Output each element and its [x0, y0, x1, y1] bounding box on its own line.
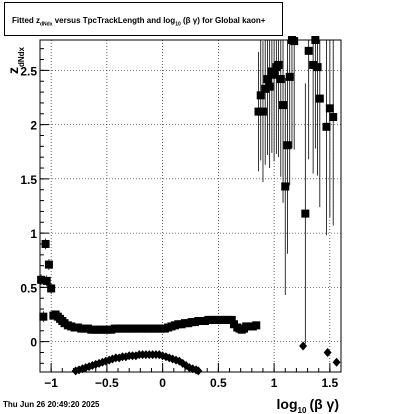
y-axis-label: zdNdx [5, 46, 26, 74]
square-series [37, 36, 338, 344]
x-tick-label: 0.5 [210, 376, 227, 390]
y-tick-label: 2.5 [20, 64, 37, 78]
data-point-square [304, 46, 313, 55]
data-point-square [47, 284, 56, 293]
plot-frame [39, 39, 342, 373]
data-point-diamond [323, 347, 332, 357]
data-point-square [37, 275, 46, 284]
x-axis-label: log10 (β γ) [277, 396, 339, 414]
data-point-square [256, 91, 265, 100]
data-point-square [258, 107, 267, 116]
data-point-square [252, 321, 261, 330]
data-point-square [313, 63, 322, 72]
x-tick-label: 1 [271, 376, 278, 390]
data-point-square [270, 70, 279, 79]
data-point-square [265, 82, 274, 91]
x-tick-label: −0.5 [95, 376, 119, 390]
data-point-square [263, 75, 272, 84]
x-tick-label: 0 [159, 376, 166, 390]
y-tick-label: 0.5 [20, 281, 37, 295]
data-point-square [325, 104, 334, 113]
data-point-square [39, 312, 48, 321]
data-point-square [329, 113, 338, 122]
y-tick-label: 1 [30, 227, 37, 241]
y-tick-label: 1.5 [20, 173, 37, 187]
data-point-square [283, 141, 292, 150]
data-point-square [279, 101, 288, 110]
data-point-square [285, 72, 294, 81]
axes: −1 −0.5 0 0.5 1 1.5 0 0.5 1 1.5 2 2.5 [20, 48, 342, 390]
data-point-square [281, 182, 290, 191]
chart-title: Fitted zdNdx versus TpcTrackLength and l… [12, 16, 266, 28]
data-point-square [41, 239, 50, 248]
y-tick-label: 2 [30, 119, 37, 133]
data-point-diamond [299, 341, 308, 351]
x-tick-label: −1 [44, 376, 58, 390]
diamond-series [71, 341, 341, 376]
data-point-square [311, 36, 320, 44]
data-point-square [315, 94, 324, 103]
x-tick-label: 1.5 [322, 376, 339, 390]
data-point-diamond [332, 357, 341, 367]
data-point-square [322, 122, 331, 131]
data-point-square [254, 107, 263, 116]
data-point-square [309, 60, 318, 69]
data-point-square [261, 84, 270, 93]
data-point-square [42, 276, 51, 285]
y-tick-label: 0 [30, 336, 37, 350]
data-point-square [274, 60, 283, 69]
title-box: Fitted zdNdx versus TpcTrackLength and l… [4, 2, 283, 36]
data-point-square [301, 209, 310, 218]
timestamp-footer: Thu Jun 26 20:49:20 2025 [3, 400, 100, 409]
data-point-square [290, 37, 299, 46]
data-point-square [227, 315, 236, 324]
data-point-square [44, 260, 53, 269]
data-point-square [276, 75, 285, 84]
